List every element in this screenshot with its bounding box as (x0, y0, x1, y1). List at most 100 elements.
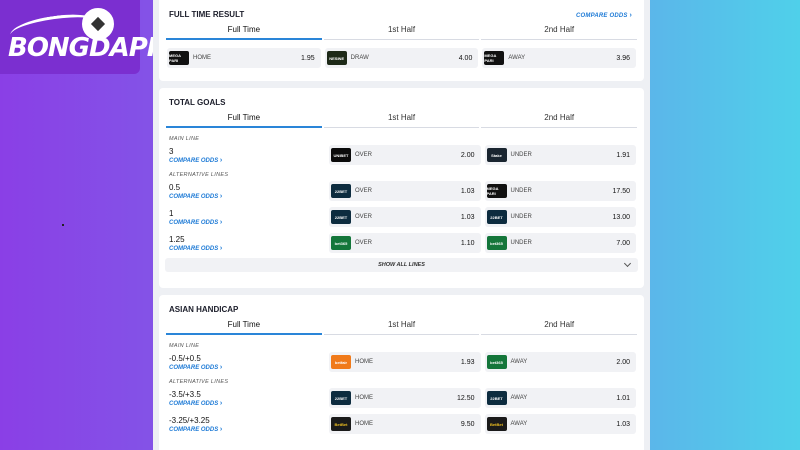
odd-away[interactable]: MEGA PARI AWAY 3.96 (482, 48, 637, 68)
odd-value: 1.10 (460, 239, 475, 247)
goals-alt-row: 1 COMPARE ODDS › 22BET OVER 1.03 22BET UNDER… (159, 204, 644, 230)
main-line-label: MAIN LINE (169, 136, 200, 142)
odds-content: FULL TIME RESULT COMPARE ODDS › Full Tim… (153, 0, 650, 450)
tab-full-time[interactable]: Full Time (166, 317, 322, 335)
selection-label: HOME (355, 395, 373, 401)
odd-under[interactable]: Stake UNDER 1.91 (484, 145, 636, 165)
bookmaker-logo: Stake (486, 148, 507, 162)
odd-over[interactable]: UNIBET OVER 2.00 (329, 145, 481, 165)
line-value: -3.25/+3.25 (169, 415, 210, 425)
show-all-lines-button[interactable]: SHOW ALL LINES (165, 258, 638, 272)
tab-1st-half[interactable]: 1st Half (323, 110, 480, 128)
period-tabs: Full Time 1st Half 2nd Half (159, 317, 644, 335)
tab-1st-half[interactable]: 1st Half (323, 22, 480, 40)
handicap-main-row: -0.5/+0.5 COMPARE ODDS › betfair HOME 1.93 … (159, 349, 644, 375)
selection-label: UNDER (510, 152, 532, 158)
odd-value: 1.91 (616, 151, 630, 159)
selection-label: UNDER (510, 240, 532, 246)
compare-odds-link[interactable]: COMPARE ODDS › (169, 156, 223, 164)
bookmaker-logo: bet365 (486, 355, 507, 369)
tab-2nd-half[interactable]: 2nd Half (481, 110, 638, 128)
show-all-label: SHOW ALL LINES (378, 262, 425, 268)
selection-label: AWAY (510, 359, 528, 365)
tab-full-time[interactable]: Full Time (166, 22, 322, 40)
odd-value: 2.00 (460, 151, 475, 159)
logo-text: BONGDAPI (8, 33, 156, 63)
odd-away[interactable]: BetBet AWAY 1.03 (484, 414, 636, 434)
compare-odds-link[interactable]: COMPARE ODDS › (169, 399, 223, 407)
selection-label: OVER (355, 188, 373, 194)
selection-label: DRAW (350, 55, 369, 61)
odd-value: 1.03 (460, 213, 475, 221)
result-odds-row: MEGA PARI HOME 1.95 NESINE DRAW 4.00 MEGA PA… (159, 45, 644, 71)
compare-odds-link[interactable]: COMPARE ODDS › (169, 363, 223, 371)
odd-home[interactable]: BetBet HOME 9.50 (329, 414, 481, 434)
line-value: 0.5 (169, 182, 181, 192)
odd-value: 4.00 (458, 54, 473, 62)
goals-alt-row: 1.25 COMPARE ODDS › bet365 OVER 1.10 bet365… (159, 230, 644, 256)
odd-away[interactable]: bet365 AWAY 2.00 (484, 352, 636, 372)
odd-home[interactable]: MEGA PARI HOME 1.95 (167, 48, 321, 68)
bookmaker-logo: 22BET (331, 391, 351, 405)
tab-2nd-half[interactable]: 2nd Half (481, 22, 638, 40)
odd-over[interactable]: bet365 OVER 1.10 (329, 233, 481, 253)
selection-label: HOME (355, 359, 373, 365)
selection-label: OVER (355, 214, 373, 220)
odd-over[interactable]: 22BET OVER 1.03 (329, 207, 481, 227)
odd-draw[interactable]: NESINE DRAW 4.00 (324, 48, 479, 68)
selection-label: UNDER (510, 214, 532, 220)
odd-value: 1.93 (460, 358, 475, 366)
odd-under[interactable]: MEGA PARI UNDER 17.50 (484, 181, 636, 201)
odd-over[interactable]: 22BET OVER 1.03 (329, 181, 481, 201)
goals-alt-row: 0.5 COMPARE ODDS › 22BET OVER 1.03 MEGA PAR… (159, 178, 644, 204)
bookmaker-logo: MEGA PARI (484, 51, 505, 65)
bookmaker-logo: MEGA PARI (169, 51, 189, 65)
period-tabs: Full Time 1st Half 2nd Half (159, 110, 644, 128)
goals-main-row: 3 COMPARE ODDS › UNIBET OVER 2.00 Stake UNDE… (159, 142, 644, 168)
odd-under[interactable]: 22BET UNDER 13.00 (484, 207, 636, 227)
odd-under[interactable]: bet365 UNDER 7.00 (484, 233, 636, 253)
speck (62, 224, 64, 226)
odd-value: 17.50 (612, 187, 630, 195)
bookmaker-logo: NESINE (326, 51, 347, 65)
odd-away[interactable]: 22BET AWAY 1.01 (484, 388, 636, 408)
odd-value: 1.01 (616, 394, 630, 402)
selection-label: AWAY (510, 421, 528, 427)
tab-full-time[interactable]: Full Time (166, 110, 322, 128)
selection-label: HOME (193, 55, 211, 61)
compare-odds-link[interactable]: COMPARE ODDS › (575, 12, 632, 19)
compare-odds-link[interactable]: COMPARE ODDS › (169, 218, 223, 226)
panel-title: FULL TIME RESULT (169, 10, 245, 19)
bookmaker-logo: 22BET (486, 210, 507, 224)
chevron-right-icon: › (219, 363, 223, 371)
odd-home[interactable]: 22BET HOME 12.50 (329, 388, 481, 408)
tab-2nd-half[interactable]: 2nd Half (481, 317, 638, 335)
compare-odds-link[interactable]: COMPARE ODDS › (169, 192, 223, 200)
odd-value: 13.00 (612, 213, 630, 221)
football-icon (82, 8, 114, 40)
bookmaker-logo: bet365 (486, 236, 507, 250)
bookmaker-logo: 22BET (486, 391, 507, 405)
odd-home[interactable]: betfair HOME 1.93 (329, 352, 481, 372)
site-logo[interactable]: BONGDAPI (0, 0, 156, 74)
odd-value: 1.95 (301, 54, 315, 62)
selection-label: OVER (355, 152, 373, 158)
line-value: 1.25 (169, 234, 185, 244)
bookmaker-logo: 22BET (331, 184, 351, 198)
odd-value: 7.00 (616, 239, 630, 247)
chevron-right-icon: › (219, 425, 223, 433)
compare-odds-link[interactable]: COMPARE ODDS › (169, 425, 223, 433)
alternative-lines-label: ALTERNATIVE LINES (169, 172, 229, 178)
chevron-right-icon: › (219, 156, 223, 164)
odd-value: 1.03 (616, 420, 630, 428)
bookmaker-logo: betfair (331, 355, 351, 369)
bookmaker-logo: 22BET (331, 210, 351, 224)
compare-odds-link[interactable]: COMPARE ODDS › (169, 244, 223, 252)
panel-title: TOTAL GOALS (169, 98, 226, 107)
line-value: 1 (169, 208, 174, 218)
period-tabs: Full Time 1st Half 2nd Half (159, 22, 644, 40)
odd-value: 2.00 (616, 358, 630, 366)
tab-1st-half[interactable]: 1st Half (323, 317, 480, 335)
selection-label: AWAY (508, 55, 526, 61)
bookmaker-logo: bet365 (331, 236, 351, 250)
